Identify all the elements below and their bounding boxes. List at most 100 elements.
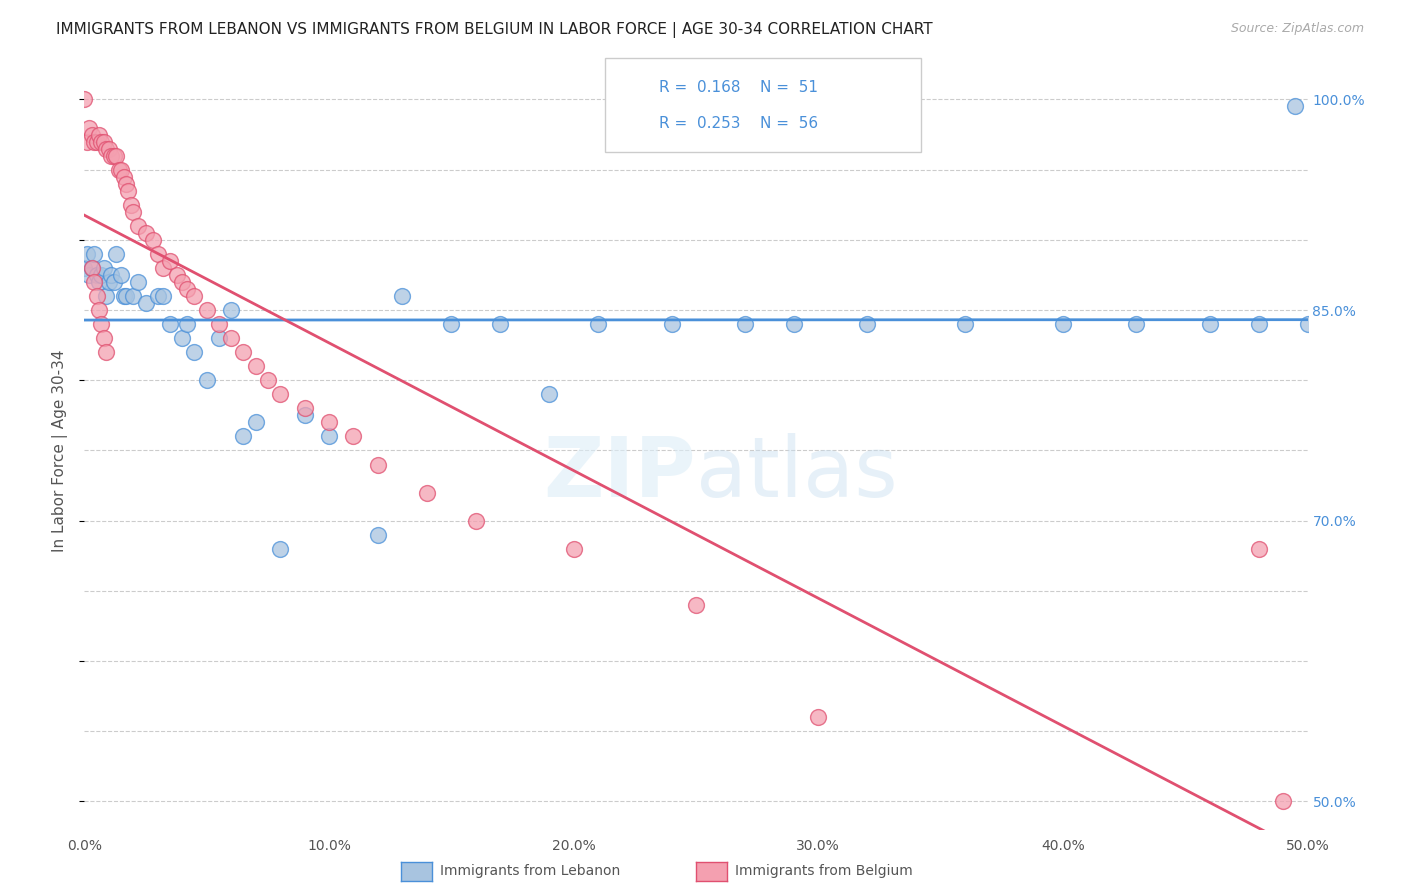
Point: [105, 148, 128, 162]
Point: [80, 128, 103, 142]
Point: [1125, 317, 1147, 331]
Point: [489, 317, 512, 331]
Point: [1198, 317, 1220, 331]
Point: [367, 527, 389, 541]
Point: [100, 148, 122, 162]
Point: [76, 247, 98, 261]
Text: atlas: atlas: [696, 433, 897, 514]
Text: IMMIGRANTS FROM LEBANON VS IMMIGRANTS FROM BELGIUM IN LABOR FORCE | AGE 30-34 CO: IMMIGRANTS FROM LEBANON VS IMMIGRANTS FR…: [56, 22, 932, 38]
Point: [80, 260, 103, 275]
Point: [87, 128, 110, 142]
Point: [416, 485, 439, 500]
Point: [83, 135, 105, 149]
Point: [440, 317, 463, 331]
Point: [152, 289, 174, 303]
Point: [90, 317, 112, 331]
Point: [562, 541, 585, 556]
Point: [146, 289, 169, 303]
Point: [807, 710, 830, 724]
Point: [135, 226, 157, 240]
Point: [661, 317, 683, 331]
Point: [183, 289, 205, 303]
Point: [783, 317, 806, 331]
Point: [538, 387, 561, 401]
Point: [294, 409, 316, 423]
Point: [159, 317, 181, 331]
Point: [391, 289, 413, 303]
Point: [122, 289, 145, 303]
Point: [86, 289, 108, 303]
Point: [87, 303, 110, 318]
Point: [77, 268, 100, 282]
Point: [269, 387, 291, 401]
Point: [172, 275, 194, 289]
Point: [103, 148, 125, 162]
Point: [127, 219, 149, 233]
Point: [73, 260, 96, 275]
Point: [115, 289, 138, 303]
Point: [176, 282, 198, 296]
Point: [195, 373, 218, 387]
Y-axis label: In Labor Force | Age 30-34: In Labor Force | Age 30-34: [52, 349, 69, 552]
Point: [245, 359, 267, 374]
Point: [464, 514, 486, 528]
Point: [159, 254, 181, 268]
Point: [294, 401, 316, 416]
Point: [80, 260, 103, 275]
Point: [176, 317, 198, 331]
Point: [97, 142, 120, 156]
Point: [172, 331, 194, 345]
Point: [112, 169, 135, 184]
Point: [86, 135, 108, 149]
Point: [685, 598, 707, 612]
Point: [90, 135, 112, 149]
Point: [245, 416, 267, 430]
Text: R =  0.253    N =  56: R = 0.253 N = 56: [659, 116, 818, 130]
Point: [146, 247, 169, 261]
Point: [856, 317, 879, 331]
Point: [152, 260, 174, 275]
Point: [166, 268, 188, 282]
Point: [1272, 795, 1295, 809]
Point: [105, 247, 128, 261]
Point: [232, 345, 254, 359]
Text: Immigrants from Lebanon: Immigrants from Lebanon: [440, 864, 620, 879]
Point: [208, 331, 231, 345]
Point: [257, 373, 280, 387]
Point: [107, 162, 129, 177]
Point: [90, 268, 112, 282]
Point: [110, 268, 132, 282]
Point: [93, 135, 115, 149]
Point: [100, 268, 122, 282]
Point: [96, 345, 118, 359]
Point: [1284, 99, 1306, 113]
Point: [97, 275, 120, 289]
Point: [318, 429, 340, 443]
Point: [127, 275, 149, 289]
Point: [195, 303, 218, 318]
Point: [269, 541, 291, 556]
Point: [93, 260, 115, 275]
Point: [586, 317, 609, 331]
Point: [122, 204, 145, 219]
Point: [1296, 317, 1319, 331]
Point: [73, 92, 96, 106]
Point: [232, 429, 254, 443]
Point: [142, 233, 165, 247]
Text: R =  0.168    N =  51: R = 0.168 N = 51: [659, 80, 818, 95]
Point: [93, 331, 115, 345]
Point: [83, 247, 105, 261]
Point: [115, 177, 138, 191]
Point: [1247, 541, 1270, 556]
Point: [77, 120, 100, 135]
Point: [1247, 317, 1270, 331]
Point: [953, 317, 976, 331]
Text: ZIP: ZIP: [544, 433, 696, 514]
Point: [87, 275, 110, 289]
Point: [342, 429, 364, 443]
Point: [112, 289, 135, 303]
Point: [96, 289, 118, 303]
Point: [219, 303, 242, 318]
Point: [1052, 317, 1074, 331]
Point: [96, 142, 118, 156]
